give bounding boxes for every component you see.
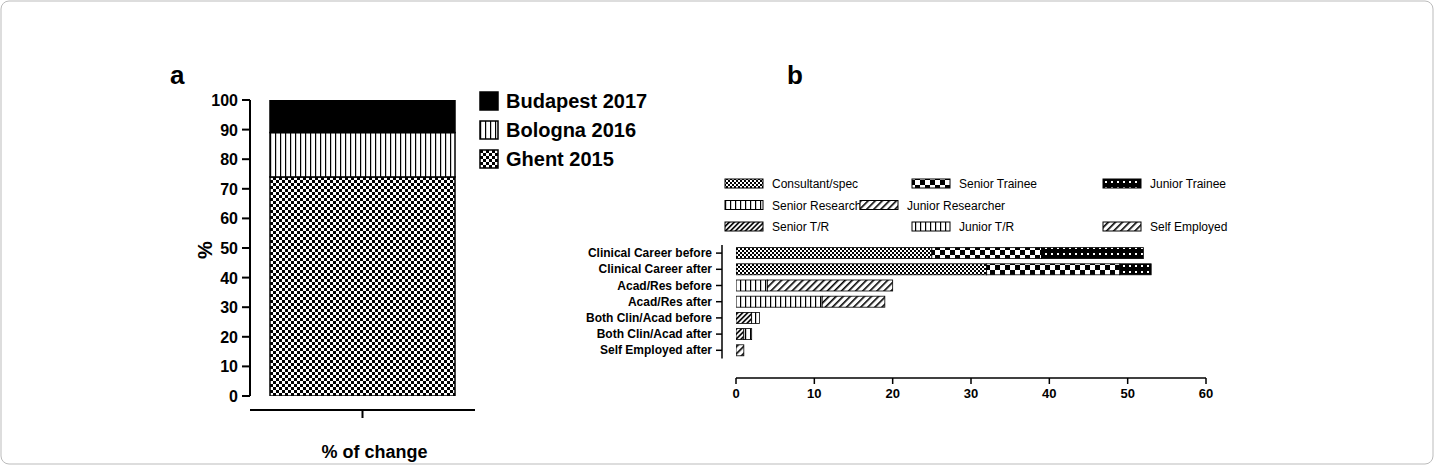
legend-label: Bologna 2016 <box>506 119 636 141</box>
panel-label: b <box>787 60 803 90</box>
y-tick-label: 0 <box>229 388 238 405</box>
bar-segment <box>987 264 1120 275</box>
y-tick-label: Acad/Res after <box>628 295 712 309</box>
y-tick <box>242 188 250 190</box>
bar-segment <box>736 264 987 275</box>
y-tick <box>242 395 250 397</box>
legend-swatch <box>480 121 498 139</box>
bar-segment <box>270 177 455 396</box>
y-tick <box>242 158 250 160</box>
x-tick <box>814 378 816 384</box>
panel-label: a <box>170 60 185 90</box>
legend-label: Senior T/R <box>772 220 829 234</box>
bar-segment <box>736 312 752 323</box>
legend-swatch <box>725 222 763 231</box>
x-tick-label: 10 <box>807 386 821 401</box>
legend-swatch <box>480 150 498 168</box>
y-tick <box>242 365 250 367</box>
y-tick-label: 80 <box>220 151 238 168</box>
bar-segment <box>736 296 822 307</box>
y-tick <box>242 247 250 249</box>
y-tick-label: 50 <box>220 240 238 257</box>
x-tick <box>1127 378 1129 384</box>
y-tick <box>716 350 722 352</box>
y-tick <box>716 252 722 254</box>
legend-label: Budapest 2017 <box>506 90 647 112</box>
y-tick-label: Acad/Res before <box>617 279 712 293</box>
legend-label: Self Employed <box>1150 220 1227 234</box>
x-tick-label: 30 <box>964 386 978 401</box>
figure: a0102030405060708090100%% of changeBudap… <box>0 0 1434 465</box>
legend-swatch <box>725 179 763 188</box>
y-axis-label: % <box>194 241 216 259</box>
x-tick-label: 0 <box>732 386 739 401</box>
bars <box>270 100 455 396</box>
legend-swatch <box>912 222 950 231</box>
legend-swatch <box>480 92 498 110</box>
y-tick <box>242 277 250 279</box>
y-tick-label: Clinical Career after <box>599 262 713 276</box>
legend-label: Junior Trainee <box>1150 177 1226 191</box>
frame <box>1 1 1433 464</box>
x-tick <box>362 410 364 418</box>
bar-segment <box>1042 248 1144 259</box>
bar-segment <box>736 248 932 259</box>
legend-label: Ghent 2015 <box>506 148 614 170</box>
legend-swatch <box>912 179 950 188</box>
y-tick-label: 20 <box>220 329 238 346</box>
y-tick-label: 10 <box>220 358 238 375</box>
bar-segment <box>270 133 455 177</box>
legend-label: Senior Trainee <box>959 177 1037 191</box>
y-tick-label: 60 <box>220 210 238 227</box>
y-tick <box>716 285 722 287</box>
x-tick-label: 40 <box>1042 386 1056 401</box>
x-tick <box>1205 378 1207 384</box>
bar-segment <box>736 280 767 291</box>
bars <box>736 248 1151 356</box>
bar-segment <box>767 280 892 291</box>
y-tick-label: 30 <box>220 299 238 316</box>
legend-swatch <box>725 201 763 210</box>
x-tick <box>892 378 894 384</box>
legend-label: Junior T/R <box>959 220 1014 234</box>
bar-segment <box>736 329 744 340</box>
bar-segment <box>1120 264 1151 275</box>
y-tick-label: Both Clin/Acad before <box>586 311 712 325</box>
y-tick-label: Both Clin/Acad after <box>597 327 713 341</box>
bar-segment <box>932 248 1042 259</box>
y-tick <box>242 129 250 131</box>
y-tick <box>242 217 250 219</box>
legend-swatch <box>1103 222 1141 231</box>
legend-swatch <box>1103 179 1141 188</box>
y-tick-label: 100 <box>211 92 238 109</box>
legend-label: Junior Researcher <box>907 199 1005 213</box>
legend-label: Senior Researcher <box>772 199 872 213</box>
bar-segment <box>744 329 752 340</box>
legend-label: Consultant/spec <box>772 177 858 191</box>
y-tick <box>716 317 722 319</box>
y-tick <box>716 333 722 335</box>
x-tick-label: 50 <box>1120 386 1134 401</box>
x-tick-label: 20 <box>885 386 899 401</box>
x-tick <box>970 378 972 384</box>
y-tick <box>242 306 250 308</box>
y-tick-label: 40 <box>220 270 238 287</box>
y-tick-label: 90 <box>220 122 238 139</box>
bar-segment <box>822 296 885 307</box>
y-tick <box>716 269 722 271</box>
bar-segment <box>270 100 455 133</box>
x-tick <box>1049 378 1051 384</box>
bar-segment <box>736 345 744 356</box>
y-tick <box>242 336 250 338</box>
x-tick-label: 60 <box>1199 386 1213 401</box>
x-tick <box>735 378 737 384</box>
y-tick <box>242 99 250 101</box>
y-tick-label: 70 <box>220 181 238 198</box>
y-tick-label: Self Employed after <box>600 343 712 357</box>
legend-swatch <box>860 201 898 210</box>
x-axis-label: % of change <box>321 442 427 462</box>
y-tick-label: Clinical Career before <box>588 246 712 260</box>
y-tick <box>716 301 722 303</box>
bar-segment <box>752 312 760 323</box>
